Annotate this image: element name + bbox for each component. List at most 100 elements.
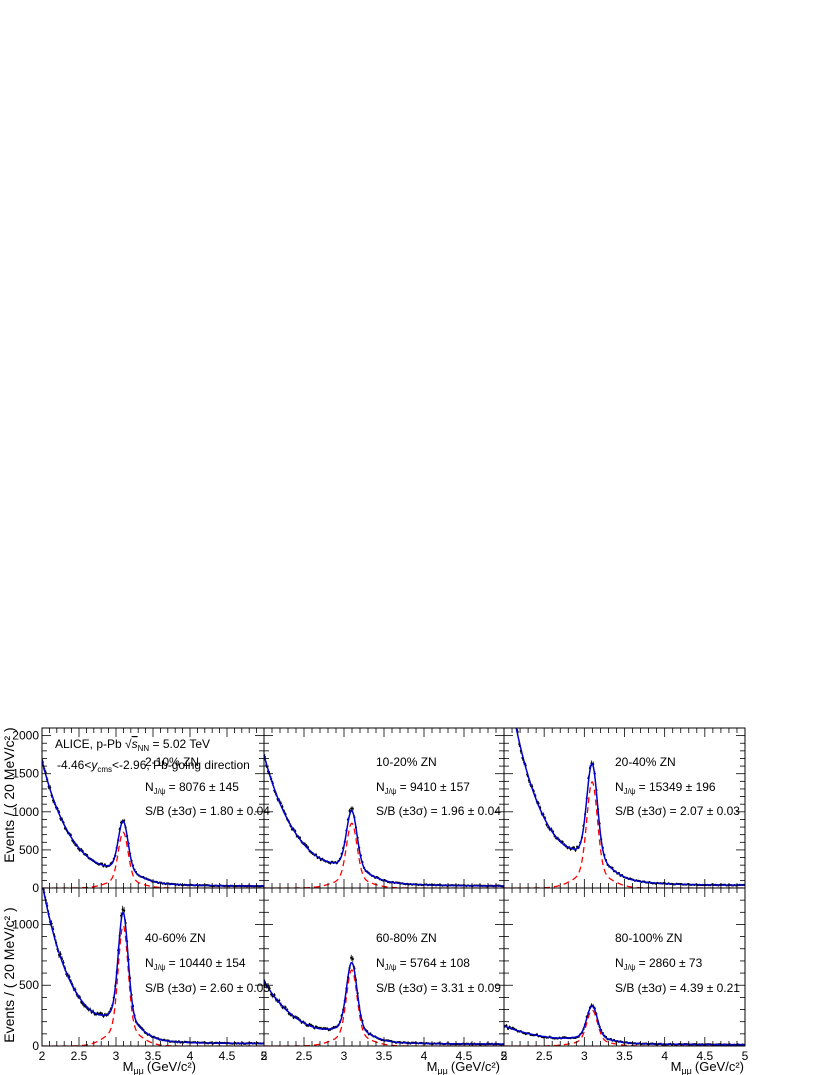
y-tick-label: 500 (19, 978, 39, 992)
panel-jpsi-yield: NJ/ψ = 9410 ± 157 (376, 780, 470, 796)
y-tick-label: 500 (19, 843, 39, 857)
data-point (504, 660, 506, 662)
data-point (351, 957, 354, 961)
x-axis-label-panel-1: Mμμ (GeV/c²) (123, 1059, 196, 1075)
y-axis-label-top: Events / ( 20 MeV/c² ) (1, 727, 17, 862)
x-tick-label: 3.5 (145, 1049, 162, 1063)
header-line-1-prefix: ALICE, p-Pb (55, 737, 125, 751)
y-tick-label: 1000 (12, 917, 39, 931)
panel-signal-to-background: S/B (±3σ) = 4.39 ± 0.21 (615, 981, 740, 995)
y-tick-label: 1000 (12, 805, 39, 819)
x-axis-label-subscript: μμ (682, 1066, 692, 1075)
panel-1-plot-area (42, 759, 264, 888)
panel-centrality-label: 10-20% ZN (376, 755, 437, 769)
data-point (512, 709, 514, 711)
y-tick-label: 1500 (12, 767, 39, 781)
y-axis-label-bottom: Events / ( 20 MeV/c² ) (1, 907, 17, 1042)
y-tick-label: 2000 (12, 729, 39, 743)
x-tick-label: 5 (261, 1049, 268, 1063)
panel-signal-to-background: S/B (±3σ) = 2.60 ± 0.05 (145, 981, 270, 995)
x-tick-label: 2.5 (71, 1049, 88, 1063)
header-line-2-subscript: cms (97, 765, 112, 774)
x-tick-label: 2 (39, 1049, 46, 1063)
header-line-1: ALICE, p-Pb √sNN = 5.02 TeV (55, 737, 210, 753)
x-tick-label: 4.5 (456, 1049, 473, 1063)
panel-jpsi-yield: NJ/ψ = 10440 ± 154 (145, 956, 246, 972)
total-fit-curve (264, 754, 504, 887)
x-tick-label: 3.5 (376, 1049, 393, 1063)
data-point (123, 909, 126, 912)
axes-layer: 0 500 1000 1500 2000 2 2.5 3 3.5 4 4.5 5 0 500 1000 2 2.… (12, 727, 749, 1063)
x-tick-label: 4 (661, 1049, 668, 1063)
sqrt-symbol: √ (125, 737, 132, 751)
panel-jpsi-yield: NJ/ψ = 15349 ± 196 (615, 780, 716, 796)
x-axis-label-unit: (GeV/c²) (451, 1059, 500, 1074)
panel-jpsi-yield: NJ/ψ = 5764 ± 108 (376, 956, 470, 972)
x-tick-label: 4.5 (696, 1049, 713, 1063)
x-tick-label: 5 (742, 1049, 749, 1063)
panel-centrality-label: 2-10% ZN (145, 755, 199, 769)
x-tick-label: 4 (421, 1049, 428, 1063)
x-tick-label: 3 (581, 1049, 588, 1063)
panel-centrality-label: 20-40% ZN (615, 755, 676, 769)
header-line-1-sqrt-var: s (132, 737, 138, 751)
data-point (351, 807, 354, 810)
panel-jpsi-yield: NJ/ψ = 8076 ± 145 (145, 780, 239, 796)
panel-centrality-label: 80-100% ZN (615, 931, 682, 945)
y-tick-label: 0 (32, 1039, 39, 1053)
panel-signal-to-background: S/B (±3σ) = 2.07 ± 0.03 (615, 804, 740, 818)
svg-text:Mμμ(GeV/c²): Mμμ (GeV/c²) (123, 1059, 196, 1075)
header-line-2-suffix: <-2.96, Pb-going direction (112, 758, 250, 772)
x-tick-label: 4 (187, 1049, 194, 1063)
data-point (121, 908, 124, 911)
x-tick-label: 2 (261, 1049, 268, 1063)
panel-centrality-label: 40-60% ZN (145, 931, 206, 945)
header-line-2-prefix: -4.46< (57, 758, 91, 772)
data-point (572, 846, 575, 849)
x-tick-label: 2 (501, 1049, 508, 1063)
x-axis-label-symbol: M (123, 1059, 134, 1074)
x-axis-label-symbol: M (671, 1059, 682, 1074)
header-line-1-suffix: = 5.02 TeV (149, 737, 210, 751)
data-point (510, 704, 512, 706)
x-axis-label-panel-2: Mμμ (GeV/c²) (427, 1059, 500, 1075)
total-fit-curve (264, 961, 504, 1045)
total-fit-curve (515, 728, 745, 886)
signal-curve (264, 822, 504, 888)
svg-text:Mμμ(GeV/c²): Mμμ (GeV/c²) (427, 1059, 500, 1075)
panel-3-plot-area (504, 660, 745, 888)
x-tick-label: 3 (113, 1049, 120, 1063)
panel-jpsi-yield: NJ/ψ = 2860 ± 73 (615, 956, 703, 972)
y-tick-label: 0 (32, 881, 39, 895)
x-tick-label: 5 (501, 1049, 508, 1063)
x-axis-label-subscript: μμ (438, 1066, 448, 1075)
x-tick-label: 2.5 (536, 1049, 553, 1063)
data-point (350, 956, 353, 959)
panel-signal-to-background: S/B (±3σ) = 3.31 ± 0.09 (376, 981, 501, 995)
panel-centrality-label: 60-80% ZN (376, 931, 437, 945)
x-tick-label: 3.5 (616, 1049, 633, 1063)
x-tick-label: 2.5 (296, 1049, 313, 1063)
x-axis-label-unit: (GeV/c²) (147, 1059, 196, 1074)
x-axis-label-unit: (GeV/c²) (695, 1059, 744, 1074)
panel-signal-to-background: S/B (±3σ) = 1.80 ± 0.04 (145, 804, 270, 818)
x-axis-label-subscript: μμ (134, 1066, 144, 1075)
x-axis-label-panel-3: Mμμ (GeV/c²) (671, 1059, 744, 1075)
panel-2-plot-area (264, 754, 504, 888)
header-line-2: -4.46<ycms<-2.96, Pb-going direction (57, 758, 250, 774)
annotation-layer: 2-10% ZN NJ/ψ = 8076 ± 145 S/B (±3σ) = 1.80… (145, 755, 740, 995)
header-line-1-subscript: NN (138, 744, 150, 753)
header-line-2-var: y (90, 758, 98, 772)
panel-signal-to-background: S/B (±3σ) = 1.96 ± 0.04 (376, 804, 501, 818)
signal-curve (504, 781, 745, 888)
data-point (350, 807, 353, 810)
svg-text:Mμμ(GeV/c²): Mμμ (GeV/c²) (671, 1059, 744, 1075)
x-tick-label: 3 (341, 1049, 348, 1063)
data-point (507, 683, 509, 685)
data-point (505, 669, 507, 671)
data-point (513, 721, 515, 723)
x-axis-label-symbol: M (427, 1059, 438, 1074)
data-point (515, 725, 517, 727)
data-point (509, 690, 511, 692)
